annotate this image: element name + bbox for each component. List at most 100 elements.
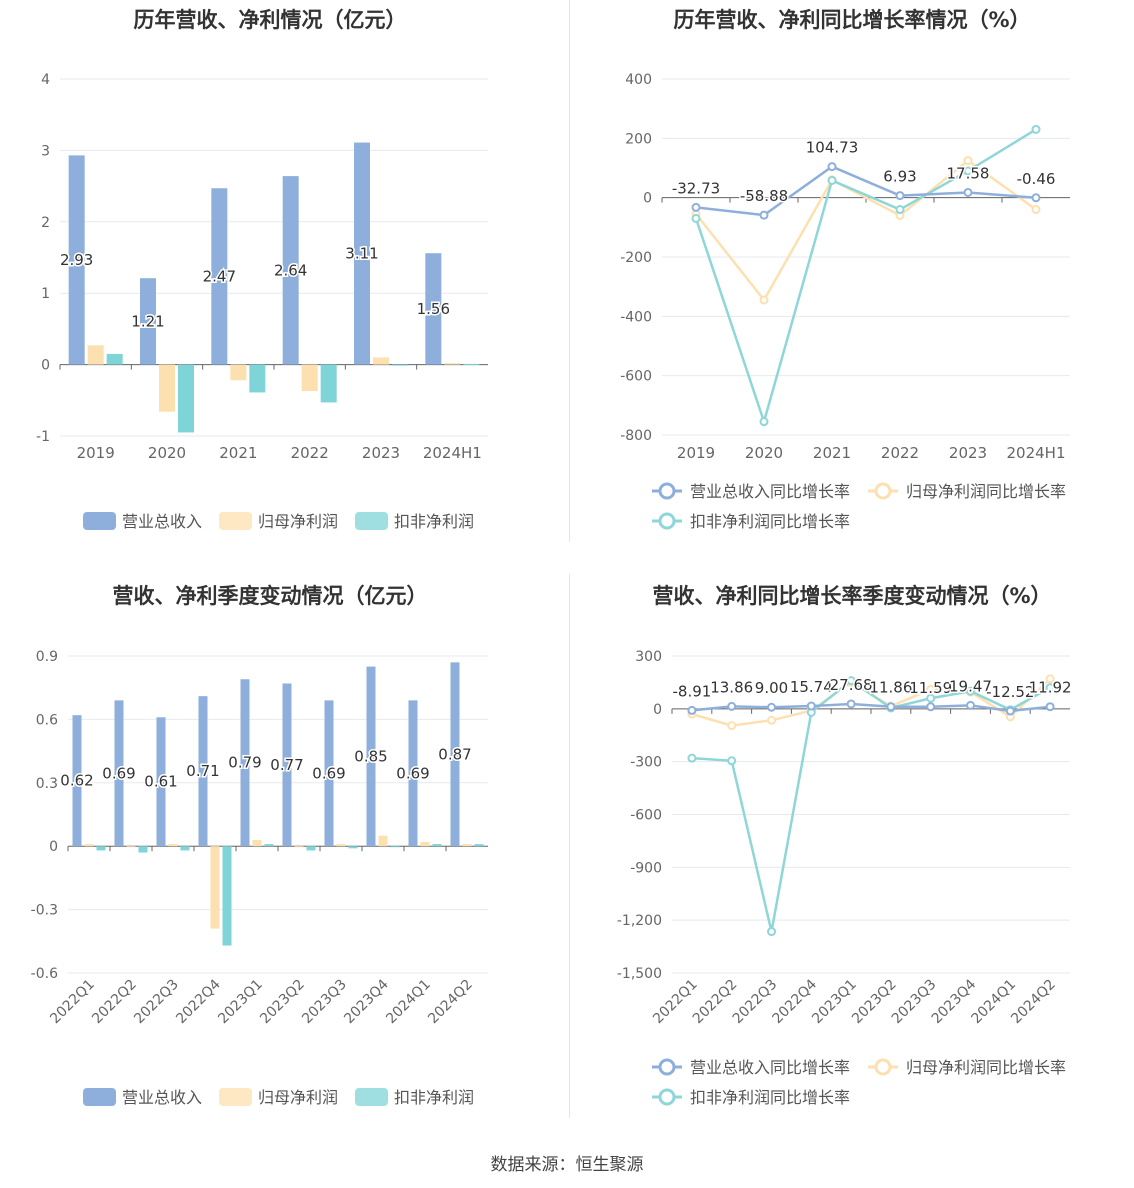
series-point-1-9 <box>1045 674 1055 684</box>
y-tick-label: 0.9 <box>36 649 58 665</box>
x-tick-label: 2020 <box>745 444 783 462</box>
legend-label-2: 扣非净利润 <box>394 512 474 531</box>
legend-label-2: 扣非净利润同比增长率 <box>690 1088 850 1107</box>
bar-0-6 <box>324 700 334 847</box>
series-point-2-4 <box>846 676 856 686</box>
bar-1-1 <box>159 364 175 412</box>
bar-2-2 <box>249 364 266 393</box>
point-label-7: 19.47 <box>949 677 992 695</box>
series-line-1 <box>695 159 1037 303</box>
legend-marker-0 <box>658 1058 676 1076</box>
bar-2-2 <box>180 846 190 851</box>
legend-label-1: 归母净利润同比增长率 <box>906 1058 1066 1077</box>
legend-label-2: 扣非净利润同比增长率 <box>690 512 850 531</box>
point-label-3: 6.93 <box>883 168 916 186</box>
chart-legend-2: 营业总收入 归母净利润 扣非净利润 <box>83 1088 474 1107</box>
bar-label-4: 0.79 <box>228 754 261 772</box>
legend-swatch-1 <box>219 512 252 530</box>
x-tick-label: 2022Q1 <box>47 977 98 1028</box>
y-tick-label: -600 <box>630 808 662 824</box>
bar-2-0 <box>106 353 123 365</box>
bar-1-7 <box>378 835 388 847</box>
x-tick-label: 2024Q1 <box>383 977 434 1028</box>
legend-swatch-1 <box>219 1088 252 1106</box>
series-point-0-3 <box>806 701 816 711</box>
bar-0-7 <box>366 666 376 847</box>
y-tick-label: -1,200 <box>617 913 662 929</box>
legend-label-1: 归母净利润 <box>258 1088 338 1107</box>
quarterly-bar-title: 营收、净利季度变动情况（亿元） <box>112 584 428 608</box>
point-label-5: -0.46 <box>1017 170 1056 188</box>
bar-2-3 <box>222 846 232 946</box>
series-point-2-7 <box>966 686 975 696</box>
series-point-2-0 <box>687 753 697 763</box>
y-tick-label: 0.3 <box>36 776 58 792</box>
series-point-0-4 <box>963 187 973 197</box>
bar-0-9 <box>450 662 460 847</box>
chart-axes-0: -1 0 1 2 3 4 2019 2020 2021 2022 2023 2024H1 <box>36 72 488 462</box>
series-point-0-2 <box>767 702 776 712</box>
bar-2-0 <box>96 846 106 851</box>
series-point-1-2 <box>767 715 776 725</box>
legend-label-0: 营业总收入 <box>122 512 202 531</box>
bar-0-3 <box>282 176 299 365</box>
bar-2-4 <box>392 364 408 366</box>
series-line-0 <box>691 702 1051 713</box>
x-tick-label: 2024Q2 <box>425 977 476 1028</box>
legend-swatch-0 <box>83 1088 116 1106</box>
series-point-0-5 <box>1031 193 1041 203</box>
y-tick-label: -300 <box>630 755 662 771</box>
bar-label-7: 0.85 <box>354 747 387 765</box>
divider-top <box>569 0 570 542</box>
bar-1-5 <box>294 846 304 848</box>
bar-2-8 <box>432 844 442 847</box>
y-tick-label: 0 <box>49 839 58 855</box>
point-label-1: 13.86 <box>710 678 753 696</box>
bar-label-3: 2.64 <box>274 261 307 279</box>
bar-1-3 <box>210 846 220 929</box>
legend-swatch-2 <box>355 1088 388 1106</box>
point-label-8: -12.52 <box>986 683 1034 701</box>
bar-label-0: 0.62 <box>60 772 93 790</box>
data-source: 数据来源：恒生聚源 <box>490 1155 644 1175</box>
point-label-6: 11.59 <box>909 679 952 697</box>
x-tick-label: 2024Q2 <box>1008 977 1059 1028</box>
series-point-2-6 <box>926 693 936 703</box>
bar-label-3: 0.71 <box>186 762 219 780</box>
legend-label-0: 营业总收入同比增长率 <box>690 1058 850 1077</box>
bar-2-4 <box>264 844 274 847</box>
series-point-2-1 <box>759 417 769 427</box>
point-label-0: -32.73 <box>672 179 720 197</box>
chart-bars-0: 2.93 1.21 2.47 2.64 3.11 1.56 <box>58 142 480 433</box>
chart-legend-0: 营业总收入 归母净利润 扣非净利润 <box>83 512 474 531</box>
bar-2-1 <box>178 364 194 433</box>
y-tick-label: -400 <box>620 309 652 325</box>
bar-1-0 <box>87 345 104 365</box>
x-tick-label: 2022 <box>881 444 919 462</box>
bar-1-9 <box>462 844 472 847</box>
series-point-0-9 <box>1045 702 1055 712</box>
series-point-2-2 <box>767 927 776 937</box>
point-label-2: 104.73 <box>806 139 859 157</box>
point-label-4: 17.58 <box>947 164 990 182</box>
y-tick-label: 2 <box>41 215 50 231</box>
point-label-9: 11.92 <box>1029 679 1072 697</box>
bar-2-6 <box>348 846 358 849</box>
bar-0-1 <box>140 278 156 365</box>
series-point-2-1 <box>727 756 737 766</box>
y-tick-label: 0.6 <box>36 712 58 728</box>
bar-2-9 <box>474 844 484 847</box>
series-point-2-2 <box>827 175 837 185</box>
bar-2-1 <box>138 846 148 853</box>
x-tick-label: 2024H1 <box>423 444 482 462</box>
x-tick-label: 2023Q2 <box>257 977 308 1028</box>
x-tick-label: 2022Q3 <box>131 977 182 1028</box>
y-tick-label: 1 <box>41 286 50 302</box>
bar-1-6 <box>336 844 346 847</box>
bar-0-5 <box>282 683 292 847</box>
point-label-5: 11.86 <box>869 679 912 697</box>
series-point-0-6 <box>926 702 936 712</box>
series-point-0-0 <box>691 202 701 212</box>
legend-marker-0 <box>658 482 676 500</box>
